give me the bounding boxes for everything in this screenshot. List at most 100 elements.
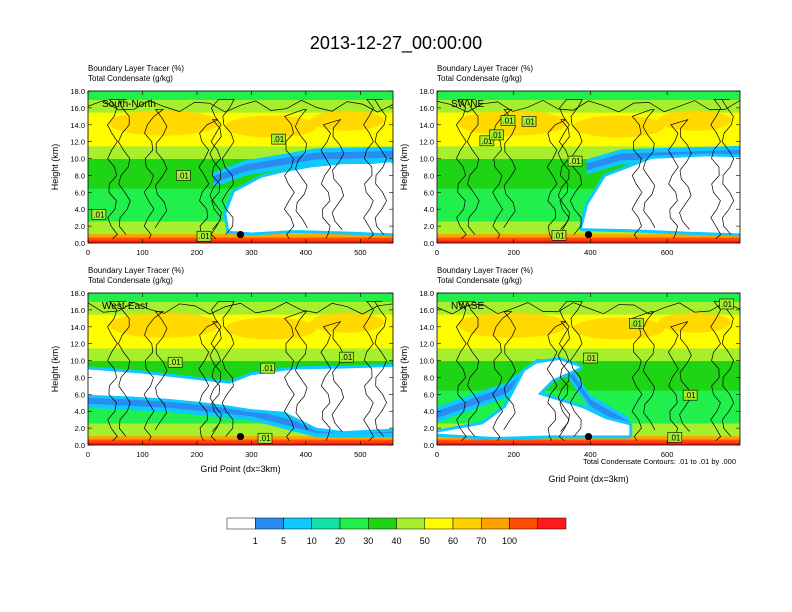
contour-label: .01 (198, 232, 210, 241)
y-tick-label: 2.0 (424, 222, 434, 231)
plot-frame (87, 90, 394, 244)
header-line-1: Boundary Layer Tracer (%) (437, 266, 533, 275)
y-tick-label: 14.0 (419, 323, 434, 332)
colorbar-label: 100 (502, 536, 517, 546)
contour-label: .01 (631, 319, 643, 328)
panel-south-north: .01 .01 .01 .01 South-North Boundary Layer Tr… (50, 64, 394, 257)
condensate-contour (320, 119, 345, 239)
y-tick-label: 0.0 (424, 239, 434, 248)
clear-region (582, 156, 740, 234)
colorbar-swatch (396, 517, 425, 530)
y-tick-label: 6.0 (75, 188, 85, 197)
x-tick-label: 600 (661, 248, 674, 257)
condensate-contour (363, 301, 387, 442)
header-line-2: Total Condensate (g/kg) (88, 74, 173, 83)
y-tick-label: 2.0 (75, 222, 85, 231)
header-line-1: Boundary Layer Tracer (%) (88, 266, 184, 275)
tracer-layer (88, 347, 393, 362)
y-tick-label: 8.0 (75, 373, 85, 382)
x-tick-label: 100 (136, 248, 149, 257)
colorbar-label: 70 (476, 536, 486, 546)
condensate-contour (88, 301, 393, 315)
x-tick-label: 400 (300, 450, 313, 459)
plot-frame (87, 292, 394, 446)
clear-region (226, 162, 393, 234)
tracer-patch (225, 115, 317, 138)
condensate-contour (198, 321, 222, 441)
contour-label-box (719, 298, 734, 310)
contour-label: .01 (669, 433, 681, 442)
tracer-layer (437, 442, 740, 445)
contour-label: .01 (481, 137, 493, 146)
contour-label-box (521, 116, 537, 127)
colorbar-swatch (509, 517, 538, 530)
x-tick-label: 200 (191, 450, 204, 459)
tracer-layer (437, 91, 740, 100)
tracer-patch (109, 110, 220, 136)
contour-label-box (682, 389, 698, 401)
condensate-contour (631, 311, 656, 441)
y-tick-label: 12.0 (70, 138, 85, 147)
y-tick-label: 6.0 (424, 188, 434, 197)
contour-label: .01 (259, 434, 271, 443)
condensate-contour (210, 301, 235, 442)
contour-label: .01 (178, 171, 190, 180)
contour-label: .01 (170, 358, 182, 367)
tracer-patch (310, 110, 384, 131)
contour-label: .01 (502, 117, 514, 126)
contour-label: .01 (491, 131, 503, 140)
x-tick-label: 200 (507, 450, 520, 459)
condensate-contour (546, 119, 571, 239)
tracer-layer (88, 91, 393, 100)
colorbar-label: 20 (335, 536, 345, 546)
tracer-layer (88, 237, 393, 241)
y-tick-label: 6.0 (75, 390, 85, 399)
y-tick-label: 6.0 (424, 390, 434, 399)
colorbar-label: 1 (253, 536, 258, 546)
location-marker (584, 432, 593, 441)
x-axis-label: Grid Point (dx=3km) (200, 464, 280, 474)
colorbar-label: 5 (281, 536, 286, 546)
x-tick-label: 300 (245, 450, 258, 459)
colorbar-swatch (368, 517, 397, 530)
y-tick-label: 12.0 (419, 138, 434, 147)
x-tick-label: 0 (86, 248, 90, 257)
condensate-contour (210, 99, 235, 240)
section-label: South-North (102, 99, 156, 110)
y-axis-label: Height (km) (399, 144, 409, 191)
condensate-contour (558, 99, 583, 240)
y-tick-label: 16.0 (419, 104, 434, 113)
contour-label-box (500, 115, 516, 126)
condensate-contour (88, 99, 393, 113)
y-tick-label: 10.0 (419, 357, 434, 366)
condensate-contour (710, 99, 735, 240)
y-tick-label: 4.0 (424, 205, 434, 214)
y-tick-label: 2.0 (424, 424, 434, 433)
contour-label-box (567, 155, 583, 167)
y-tick-label: 14.0 (70, 323, 85, 332)
colorbar-label: 40 (391, 536, 401, 546)
x-tick-label: 300 (245, 248, 258, 257)
contour-label-box (667, 432, 683, 443)
moist-band-core (213, 150, 393, 184)
tracer-layer (88, 439, 393, 443)
tracer-patch (573, 317, 665, 340)
contour-label: .01 (570, 157, 582, 166)
y-tick-label: 8.0 (75, 171, 85, 180)
condensate-contour (437, 99, 740, 113)
colorbar-swatch (283, 517, 312, 530)
condensate-contour (107, 99, 131, 240)
condensate-contour (320, 321, 345, 441)
tracer-layer (437, 360, 740, 391)
condensate-contour (492, 311, 516, 441)
y-axis-label: Height (km) (50, 144, 60, 191)
header-line-1: Boundary Layer Tracer (%) (437, 64, 533, 73)
contour-label: .01 (262, 364, 274, 373)
tracer-layer (437, 439, 740, 443)
section-label: NW-SE (451, 301, 484, 312)
condensate-contour (107, 301, 131, 442)
colorbar-swatch (339, 517, 369, 530)
contour-footnote: Total Condensate Contours: .01 to .01 by… (583, 457, 736, 466)
